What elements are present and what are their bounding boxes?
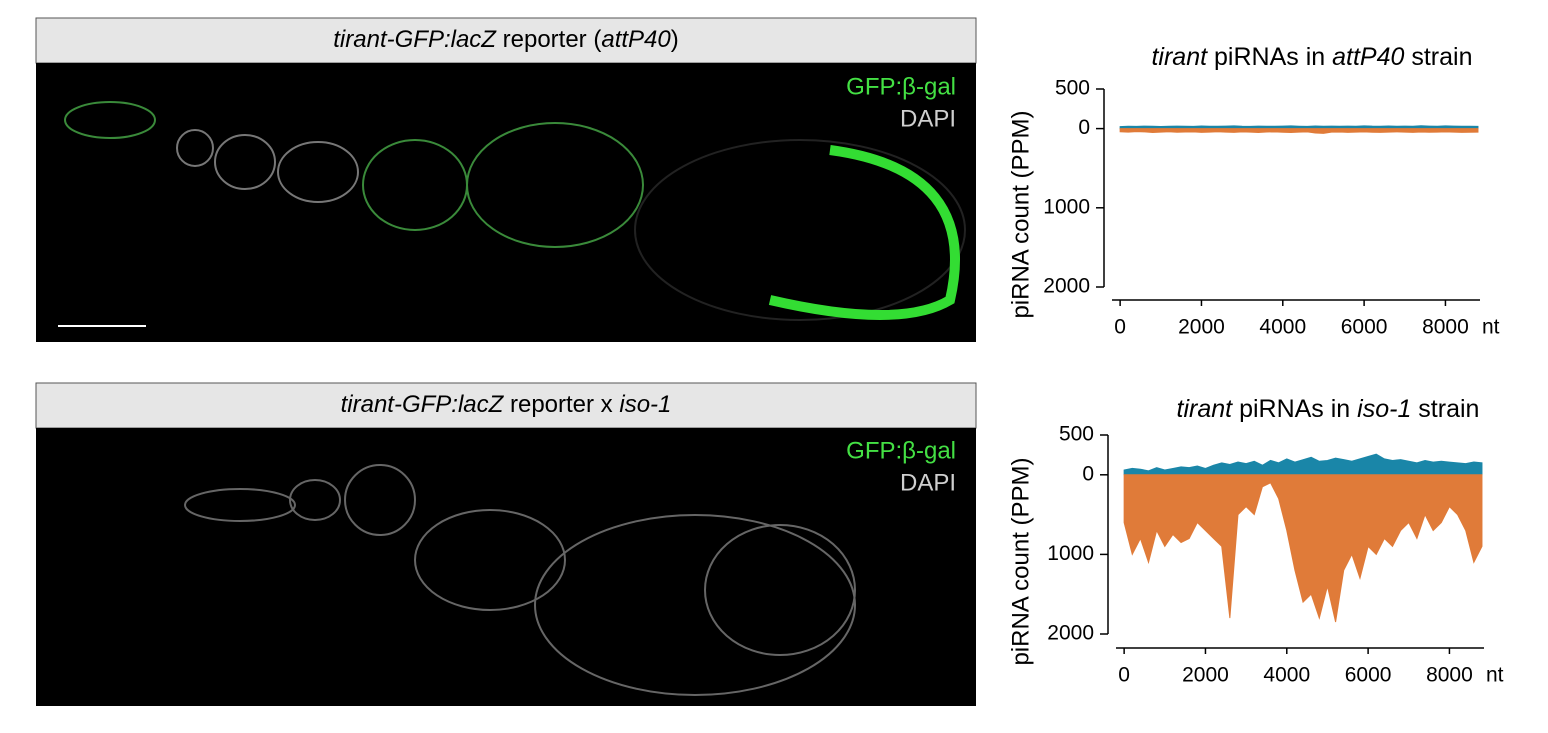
legend-gfp: GFP:β-gal [846,437,956,464]
x-axis-unit: nt [1482,316,1500,339]
y-tick-label: 1000 [1047,542,1094,565]
x-tick-label: 2000 [1182,664,1229,687]
chart-title-part: iso-1 [1357,395,1411,423]
x-tick-label: 0 [1118,664,1130,687]
chart-title: tirant piRNAs in attP40 strain [1151,43,1472,71]
y-tick-label: 1000 [1043,195,1090,218]
image-title-part: reporter x [503,391,619,418]
x-axis-unit: nt [1486,664,1504,687]
micrograph [36,63,976,342]
egg-chambers [184,464,856,696]
y-tick-label: 500 [1059,423,1094,446]
y-tick-label: 500 [1055,77,1090,100]
series-area [1123,453,1483,476]
y-tick-label: 2000 [1043,275,1090,298]
image-title-part: tirant-GFP:lacZ [333,26,497,53]
y-axis-label: piRNA count (PPM) [1007,457,1034,665]
image-title-part: ) [671,26,679,53]
chart-title-part: piRNAs in [1232,395,1357,423]
image-header [35,17,977,64]
x-tick-label: 4000 [1259,316,1306,339]
image-title-part: iso-1 [619,391,671,418]
series-area [1119,125,1479,130]
image-title: tirant-GFP:lacZ reporter x iso-1 [341,391,672,418]
y-tick-label: 0 [1078,116,1090,139]
chart-title-part: attP40 [1332,43,1404,71]
chart-title-part: strain [1411,395,1479,423]
chart-title-part: tirant [1151,43,1208,71]
image-header [35,382,977,429]
image-title-part: attP40 [601,26,671,53]
image-title: tirant-GFP:lacZ reporter (attP40) [333,26,678,53]
x-tick-label: 6000 [1341,316,1388,339]
x-tick-label: 8000 [1426,664,1473,687]
legend-gfp: GFP:β-gal [846,73,956,100]
legend-dapi: DAPI [900,105,956,132]
chart-title-part: piRNAs in [1207,43,1332,71]
legend-dapi: DAPI [900,469,956,496]
chart-title: tirant piRNAs in iso-1 strain [1177,395,1480,423]
x-tick-label: 0 [1114,316,1126,339]
series-area [1123,474,1483,623]
x-tick-label: 8000 [1422,316,1469,339]
chart-title-part: strain [1404,43,1472,71]
image-title-part: tirant-GFP:lacZ [341,391,505,418]
x-tick-label: 4000 [1263,664,1310,687]
micrograph [36,428,976,706]
chart-title-part: tirant [1177,395,1234,423]
y-axis-label: piRNA count (PPM) [1007,110,1034,318]
x-tick-label: 6000 [1345,664,1392,687]
image-title-part: reporter ( [496,26,601,53]
series-area [1119,128,1479,134]
y-tick-label: 0 [1082,462,1094,485]
x-tick-label: 2000 [1178,316,1225,339]
egg-chambers [64,101,966,321]
y-tick-label: 2000 [1047,622,1094,645]
